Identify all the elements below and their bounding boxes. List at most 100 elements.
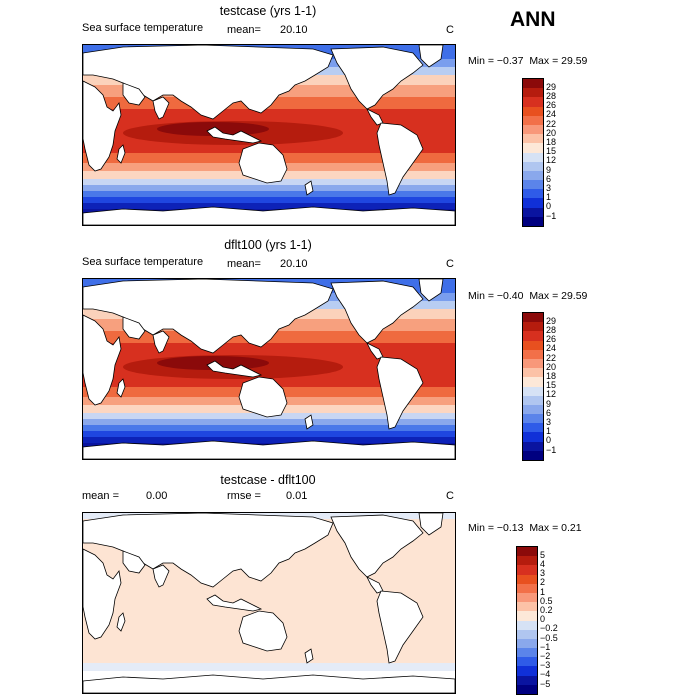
continent-greenland — [418, 513, 444, 536]
continent-africa — [83, 314, 122, 406]
min-label: Min = — [468, 55, 494, 67]
colorbar-swatch — [523, 331, 543, 341]
max-label: Max = — [529, 55, 559, 67]
min-label: Min = — [468, 522, 494, 534]
colorbar-swatch — [523, 349, 543, 359]
temperature-band — [83, 203, 455, 209]
colorbar-swatch — [517, 565, 537, 575]
colorbar-tick-label: 1 — [546, 192, 552, 203]
colorbar-tick-label: 2 — [540, 577, 546, 588]
colorbar-swatch — [517, 675, 537, 685]
mean-label: mean= — [227, 258, 261, 270]
colorbar-swatch — [523, 414, 543, 424]
colorbar-tick-label: 3 — [540, 568, 546, 579]
units-label: C — [446, 24, 454, 36]
colorbar-swatch — [523, 450, 543, 460]
temperature-band — [83, 197, 455, 203]
variable-label: Sea surface temperature — [82, 22, 204, 34]
min-label: Min = — [468, 290, 494, 302]
colorbar-swatch — [517, 547, 537, 557]
continent-madagascar — [116, 144, 126, 164]
sst-map — [83, 279, 455, 459]
continent-new-zealand — [304, 648, 314, 664]
colorbar-swatch — [523, 207, 543, 217]
map-panel — [82, 512, 456, 694]
continent-north-america — [330, 280, 424, 344]
colorbar-swatch — [523, 377, 543, 387]
colorbar-tick-label: 24 — [546, 343, 557, 354]
max-label: Max = — [529, 290, 559, 302]
continent-new-zealand — [304, 414, 314, 430]
colorbar-swatch — [517, 602, 537, 612]
colorbar-tick-label: 29 — [546, 81, 557, 92]
colorbar-swatch — [517, 583, 537, 593]
colorbar-swatch — [517, 629, 537, 639]
mean-value: 20.10 — [280, 258, 308, 270]
colorbar-swatch — [523, 134, 543, 144]
sst-map — [83, 45, 455, 225]
difference-map — [83, 513, 455, 693]
min-max-readout: Min = −0.37 Max = 29.59 — [468, 55, 587, 67]
continent-new-zealand — [304, 180, 314, 196]
continent-africa — [83, 548, 122, 640]
colorbar-swatch — [517, 620, 537, 630]
colorbar-tick-label: 22 — [546, 118, 557, 129]
colorbar-swatch — [523, 340, 543, 350]
colorbar-swatch — [517, 638, 537, 649]
min-max-readout: Min = −0.40 Max = 29.59 — [468, 290, 587, 302]
colorbar-tick-label: 12 — [546, 155, 557, 166]
colorbar-tick-label: −3 — [540, 660, 551, 671]
continent-arabia-india — [122, 82, 170, 120]
continent-north-america — [330, 514, 424, 578]
colorbar-swatch — [517, 666, 537, 676]
panel-title: dflt100 (yrs 1-1) — [224, 238, 312, 252]
temperature-band — [83, 425, 455, 431]
mean-value: 0.00 — [146, 490, 168, 502]
colorbar-swatch — [523, 404, 543, 415]
colorbar-tick-label: −0.5 — [540, 632, 558, 643]
colorbar-tick-label: 18 — [546, 136, 557, 147]
max-label: Max = — [529, 522, 559, 534]
colorbar-swatch — [523, 106, 543, 116]
colorbar-swatch — [523, 395, 543, 405]
colorbar-tick-label: 0 — [546, 435, 552, 446]
colorbar-swatch — [523, 322, 543, 332]
continent-indonesia — [206, 360, 263, 378]
min-value: −0.13 — [496, 522, 524, 534]
colorbar-tick-label: −0.2 — [540, 623, 558, 634]
continent-australia — [238, 610, 288, 652]
colorbar-swatch — [523, 115, 543, 125]
temperature-band — [83, 419, 455, 425]
temperature-band — [83, 191, 455, 197]
colorbar-tick-label: −5 — [540, 678, 551, 689]
min-value: −0.40 — [496, 290, 524, 302]
colorbar-tick-label: 22 — [546, 352, 557, 363]
continent-indonesia — [206, 594, 263, 612]
colorbar-swatch — [523, 189, 543, 199]
season-label: ANN — [510, 8, 556, 31]
colorbar-swatch — [523, 441, 543, 451]
colorbar-swatch — [517, 611, 537, 621]
colorbar-tick-label: −4 — [540, 669, 551, 680]
colorbar-tick-label: 26 — [546, 100, 557, 111]
colorbar-swatch — [523, 161, 543, 171]
colorbar-tick-label: −1 — [540, 641, 551, 652]
continent-arabia-india — [122, 550, 170, 588]
continent-antarctica — [83, 674, 455, 693]
colorbar-swatch — [517, 684, 537, 694]
colorbar-swatch — [523, 432, 543, 442]
temperature-band — [83, 437, 455, 443]
colorbar-swatch — [523, 198, 543, 208]
map-panel — [82, 278, 456, 460]
colorbar-tick-label: 3 — [546, 182, 552, 193]
temperature-band — [83, 431, 455, 437]
colorbar-tick-label: 29 — [546, 315, 557, 326]
colorbar-swatch — [523, 313, 543, 323]
colorbar-tick-label: −2 — [540, 650, 551, 661]
colorbar-tick-label: −1 — [546, 444, 557, 455]
colorbar-tick-label: 4 — [540, 558, 546, 569]
colorbar-tick-label: 18 — [546, 370, 557, 381]
colorbar-swatches — [522, 312, 544, 461]
mean-value: 20.10 — [280, 24, 308, 36]
min-value: −0.37 — [496, 55, 524, 67]
